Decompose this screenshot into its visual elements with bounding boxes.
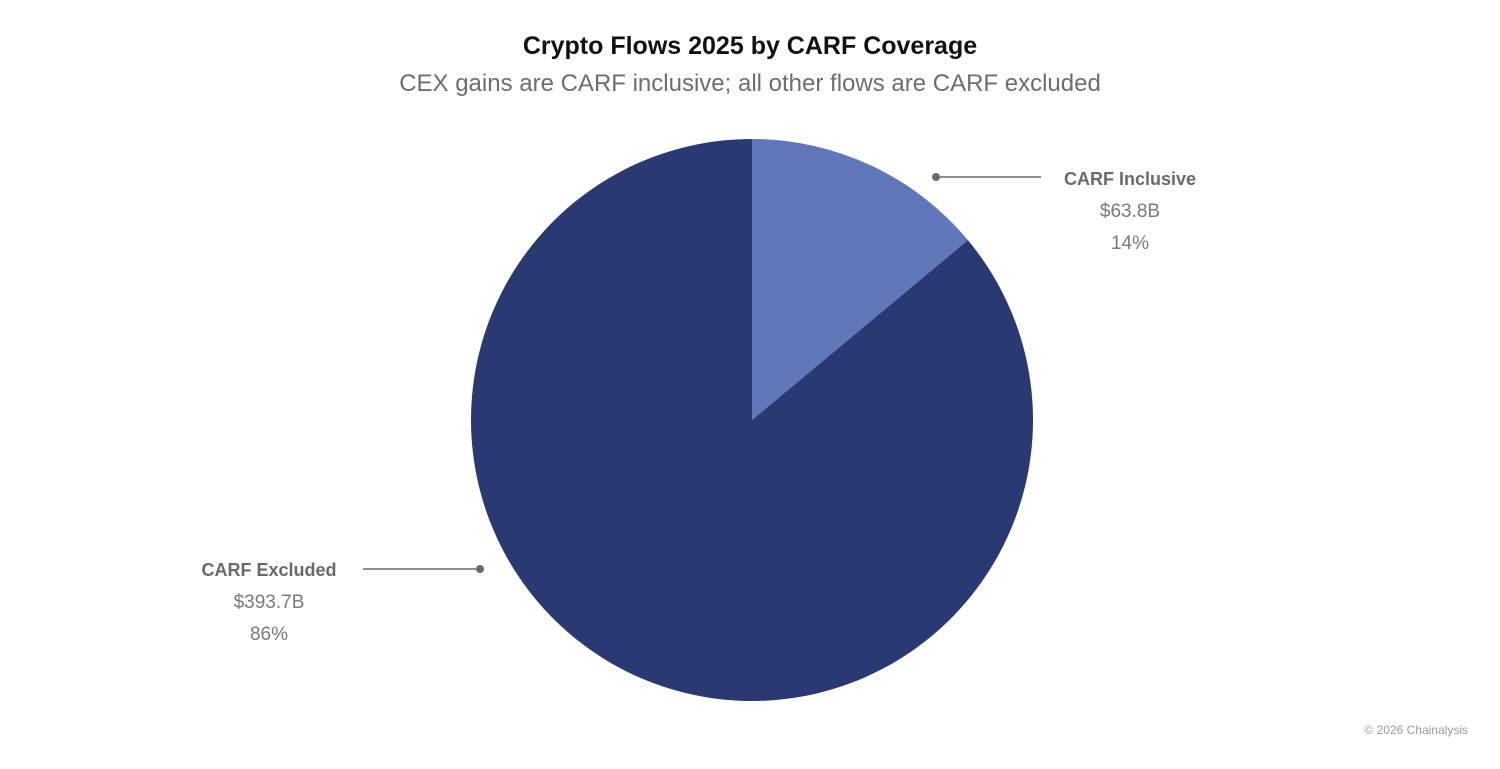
copyright-credit: © 2026 Chainalysis — [1364, 723, 1468, 737]
slice-value-carf-inclusive: $63.8B — [1100, 201, 1160, 222]
slice-percent-carf-excluded: 86% — [250, 624, 288, 645]
slice-label-carf-inclusive: CARF Inclusive — [1064, 169, 1196, 189]
leader-dot-carf-excluded — [476, 565, 484, 573]
chart-title: Crypto Flows 2025 by CARF Coverage — [522, 32, 978, 60]
slice-value-carf-excluded: $393.7B — [234, 592, 305, 613]
leader-dot-carf-inclusive — [932, 173, 940, 181]
chart-subtitle: CEX gains are CARF inclusive; all other … — [399, 70, 1101, 97]
pie-slice-carf-inclusive[interactable] — [752, 139, 968, 420]
slice-percent-carf-inclusive: 14% — [1111, 233, 1149, 254]
slice-label-carf-excluded: CARF Excluded — [201, 560, 336, 580]
pie-slice-carf-excluded[interactable] — [470, 139, 1033, 701]
